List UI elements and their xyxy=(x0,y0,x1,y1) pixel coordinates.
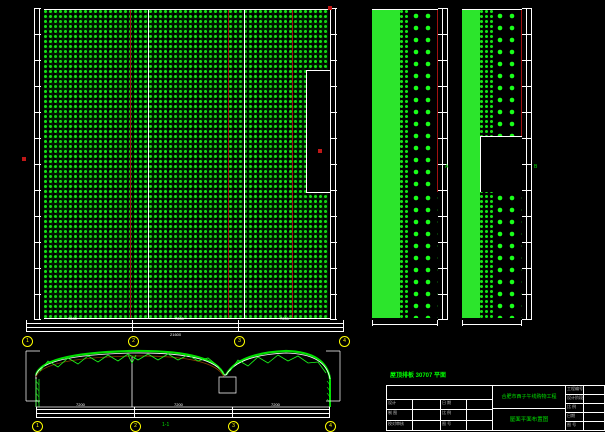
partial-b-notch-edge-left xyxy=(480,136,481,192)
tb-value-scale[interactable] xyxy=(467,410,492,419)
sheet-label: 屋顶排板 30707 平面 xyxy=(390,373,447,379)
title-block-left-table: 设计 日 期 制 图 比 例 校对审核 图 号 xyxy=(387,386,493,430)
plan-right-tick-group xyxy=(330,8,337,320)
section-dim-text-2: 7200 xyxy=(174,402,183,407)
partial-plan-b-view[interactable]: B xyxy=(462,4,552,334)
section-dim-text-1: 7200 xyxy=(76,402,85,407)
plan-top-marker xyxy=(328,6,332,10)
plan-column-line-2 xyxy=(228,10,229,318)
tb-right-label-projno: 工程编号 xyxy=(566,386,584,394)
plan-notch-marker xyxy=(318,149,322,153)
sheet-title: 屋面平面布置图 xyxy=(509,417,549,424)
section-dimension-chain: 7200 7200 7200 xyxy=(14,402,354,423)
plan-notch-edge-left xyxy=(306,70,307,193)
project-name: 合肥市西子午线购物工程 xyxy=(501,394,557,401)
partial-b-grid-field-upper xyxy=(494,10,522,136)
tb-label-date: 日 期 xyxy=(441,399,467,410)
title-block-left-blank xyxy=(387,386,492,400)
partial-a-hatch-band xyxy=(400,10,410,318)
partial-b-bottom-dim xyxy=(462,324,522,325)
plan-cap-top xyxy=(44,9,330,10)
tb-right-value-scale[interactable] xyxy=(584,404,604,412)
tb-value-draw[interactable] xyxy=(413,410,441,420)
tb-right-label-date: 日期 xyxy=(566,413,584,421)
tb-right-label-dwgno: 图 号 xyxy=(566,422,584,430)
tb-right-label-scale: 比 例 xyxy=(566,404,584,412)
section-view-label: 1-1 xyxy=(162,422,170,428)
tb-label-design: 设计 xyxy=(387,399,413,410)
plan-bottom-dimension-chain: 7200 7200 7200 21600 xyxy=(20,316,350,338)
partial-a-bottom-dim xyxy=(372,324,438,325)
partial-a-solid-band xyxy=(372,10,400,318)
plan-grid-bubble-2[interactable]: 2 xyxy=(128,336,139,347)
plan-dim-text-3: 7200 xyxy=(280,316,289,321)
partial-a-grid-field xyxy=(410,10,438,192)
title-block-centre: 合肥市西子午线购物工程 屋面平面布置图 xyxy=(493,386,566,430)
partial-b-tick-group xyxy=(522,8,532,320)
partial-a-tick-group xyxy=(438,8,448,320)
main-plan-view[interactable]: 7200 7200 7200 21600 1 2 3 4 xyxy=(20,4,350,347)
plan-grid-bubble-1[interactable]: 1 xyxy=(22,336,33,347)
tb-value-date[interactable] xyxy=(467,400,492,409)
plan-dim-text-1: 7200 xyxy=(68,316,77,321)
partial-b-column-line xyxy=(521,10,522,136)
dim-line-c xyxy=(26,331,344,332)
section-grid-bubble-1[interactable]: 1 xyxy=(32,421,43,432)
plan-cap-bottom xyxy=(44,318,330,319)
partial-plan-a-view[interactable]: A xyxy=(372,4,454,334)
partial-b-notch-edge-top xyxy=(480,136,522,137)
title-block[interactable]: 设计 日 期 制 图 比 例 校对审核 图 号 xyxy=(386,385,605,431)
tb-label-check: 校对审核 xyxy=(387,420,413,430)
dim-line-a xyxy=(26,323,344,324)
plan-left-tick-group xyxy=(34,8,41,320)
tb-right-value-projno[interactable] xyxy=(584,386,604,394)
plan-roof-panel-overlay xyxy=(44,10,328,318)
title-block-right-table: 工程编号 设计阶段 比 例 日期 图 号 xyxy=(566,386,604,430)
section-truss-geometry xyxy=(25,349,341,408)
plan-dim-text-2: 7200 xyxy=(175,316,184,321)
tb-right-value-stage[interactable] xyxy=(584,395,604,403)
section-view[interactable]: 7200 7200 7200 1-1 1 2 3 4 xyxy=(14,345,354,432)
dim-line-b xyxy=(26,327,344,328)
partial-b-grid-field-lower xyxy=(494,192,522,318)
tb-right-value-date[interactable] xyxy=(584,413,604,421)
section-grid-bubble-2[interactable]: 2 xyxy=(130,421,141,432)
plan-grid-bubble-4[interactable]: 4 xyxy=(339,336,350,347)
plan-column-line-1 xyxy=(130,10,131,318)
tb-right-value-dwgno[interactable] xyxy=(584,422,604,430)
plan-right-notch xyxy=(306,70,330,192)
partial-a-grid-field-lower xyxy=(410,192,438,318)
tb-value-check[interactable] xyxy=(413,420,441,430)
plan-separator-1 xyxy=(148,10,149,318)
tb-label-dwgno: 图 号 xyxy=(441,420,467,430)
partial-a-column-line xyxy=(437,10,438,192)
plan-grid-bubble-3[interactable]: 3 xyxy=(234,336,245,347)
section-grid-bubble-4[interactable]: 4 xyxy=(325,421,336,432)
tb-value-design[interactable] xyxy=(413,399,441,410)
plan-left-marker xyxy=(22,157,26,161)
section-dim-text-3: 7200 xyxy=(271,402,280,407)
partial-b-solid-band xyxy=(462,10,480,318)
section-grid-bubble-3[interactable]: 3 xyxy=(228,421,239,432)
tb-right-label-stage: 设计阶段 xyxy=(566,395,584,403)
plan-separator-2 xyxy=(244,10,245,318)
plan-notch-edge-bottom xyxy=(306,192,330,193)
tb-value-dwgno[interactable] xyxy=(467,421,492,430)
tb-label-draw: 制 图 xyxy=(387,410,413,420)
plan-column-line-3 xyxy=(292,10,293,318)
partial-a-cap-top xyxy=(372,9,438,10)
plan-notch-edge-top xyxy=(306,70,330,71)
partial-b-notch xyxy=(480,136,522,192)
tb-label-scale: 比 例 xyxy=(441,410,467,420)
partial-b-cap-top xyxy=(462,9,522,10)
partial-a-view-label: A xyxy=(445,164,449,170)
plan-dim-text-overall: 21600 xyxy=(170,332,182,337)
partial-b-view-label: B xyxy=(534,164,538,170)
